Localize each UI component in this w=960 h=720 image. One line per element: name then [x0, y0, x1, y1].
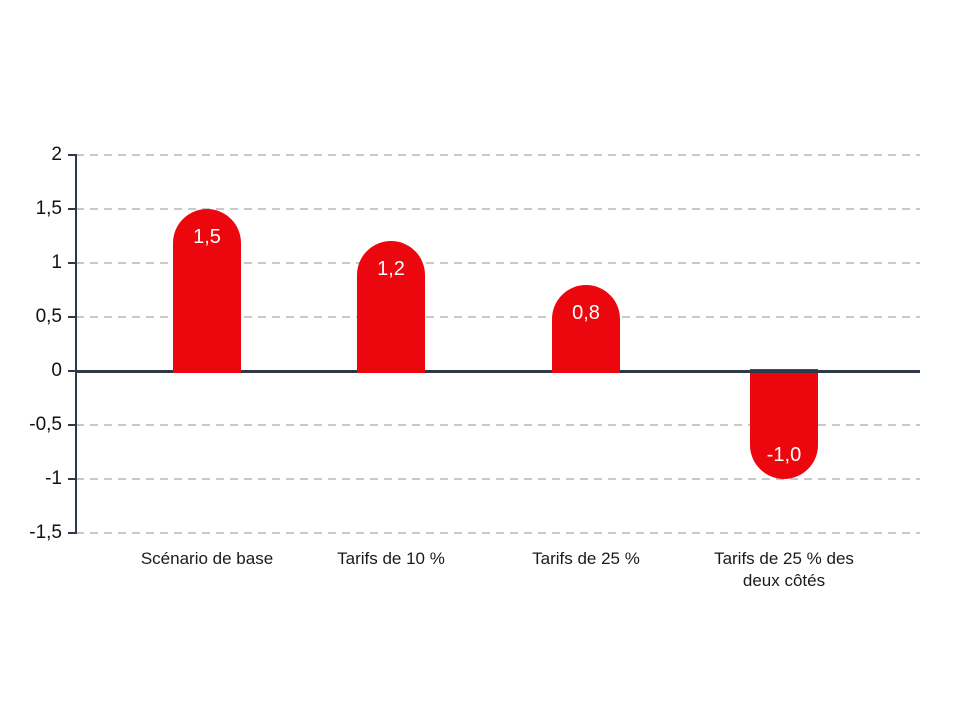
y-axis-tick — [68, 154, 77, 156]
x-category-label: Tarifs de 10 % — [281, 548, 501, 570]
zero-line — [75, 369, 920, 373]
y-tick-label: 1,5 — [35, 198, 62, 219]
y-tick-label: -1,5 — [29, 522, 62, 543]
y-tick-label: 0,5 — [35, 306, 62, 327]
gridline — [76, 316, 920, 318]
y-axis-tick — [68, 532, 77, 534]
y-tick-label: 0 — [51, 360, 62, 381]
x-category-label-line: Tarifs de 10 % — [337, 549, 445, 568]
y-tick-label: 1 — [51, 252, 62, 273]
x-category-label-line: Scénario de base — [140, 549, 274, 568]
y-axis-tick — [68, 370, 77, 372]
x-category-label-line: Tarifs de 25 % — [532, 549, 640, 568]
gridline — [76, 208, 920, 210]
bar-value-label: -1,0 — [766, 444, 802, 466]
y-tick-label: -1 — [45, 468, 62, 489]
x-category-label-line: Tarifs de 25 % des — [714, 549, 854, 568]
y-axis-tick — [68, 424, 77, 426]
y-axis-line — [75, 155, 77, 534]
y-axis-tick — [68, 478, 77, 480]
x-category-label: Tarifs de 25 % des deux côtés — [674, 548, 894, 592]
x-category-label-line: deux côtés — [742, 571, 826, 590]
y-axis-tick — [68, 262, 77, 264]
gridline — [76, 424, 920, 426]
bar-3 — [552, 284, 620, 373]
bar-value-label: 1,2 — [377, 258, 405, 281]
bar-value-label: 1,5 — [193, 226, 221, 248]
y-axis-tick — [68, 208, 77, 210]
y-tick-label: 2 — [51, 144, 62, 165]
y-axis-tick — [68, 316, 77, 318]
bar-1 — [173, 209, 241, 373]
gridline — [76, 154, 920, 156]
bar-value-label: 0,8 — [572, 301, 600, 324]
gridline — [76, 262, 920, 264]
bar-2 — [357, 241, 425, 373]
y-tick-label: -0,5 — [29, 414, 62, 435]
x-category-label: Scénario de base — [97, 548, 317, 570]
bar-4 — [750, 369, 818, 479]
x-category-label: Tarifs de 25 % — [476, 548, 696, 570]
gridline — [76, 478, 920, 480]
gridline — [76, 532, 920, 534]
